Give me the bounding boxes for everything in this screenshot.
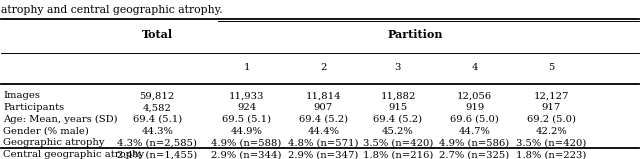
Text: Total: Total — [141, 29, 173, 40]
Text: 11,882: 11,882 — [380, 91, 415, 100]
Text: 2.7% (n=325): 2.7% (n=325) — [440, 150, 509, 159]
Text: 42.2%: 42.2% — [535, 127, 567, 136]
Text: 12,127: 12,127 — [534, 91, 569, 100]
Text: 44.7%: 44.7% — [459, 127, 490, 136]
Text: Central geographic atrophy: Central geographic atrophy — [3, 150, 145, 159]
Text: 2.9% (n=344): 2.9% (n=344) — [211, 150, 282, 159]
Text: 4.3% (n=2,585): 4.3% (n=2,585) — [117, 138, 197, 147]
Text: 59,812: 59,812 — [140, 91, 175, 100]
Text: 69.5 (5.1): 69.5 (5.1) — [222, 115, 271, 124]
Text: 4.9% (n=586): 4.9% (n=586) — [440, 138, 509, 147]
Text: Geographic atrophy: Geographic atrophy — [3, 138, 105, 147]
Text: 44.4%: 44.4% — [307, 127, 339, 136]
Text: 45.2%: 45.2% — [382, 127, 414, 136]
Text: 907: 907 — [314, 103, 333, 112]
Text: 4.8% (n=571): 4.8% (n=571) — [288, 138, 358, 147]
Text: 915: 915 — [388, 103, 408, 112]
Text: 69.4 (5.2): 69.4 (5.2) — [299, 115, 348, 124]
Text: 3.5% (n=420): 3.5% (n=420) — [516, 138, 586, 147]
Text: Age: Mean, years (SD): Age: Mean, years (SD) — [3, 115, 118, 124]
Text: 2: 2 — [320, 63, 326, 72]
Text: Images: Images — [3, 91, 40, 100]
Text: atrophy and central geographic atrophy.: atrophy and central geographic atrophy. — [1, 5, 222, 15]
Text: Participants: Participants — [3, 103, 65, 112]
Text: Gender (% male): Gender (% male) — [3, 127, 89, 136]
Text: Partition: Partition — [387, 29, 443, 40]
Text: 44.3%: 44.3% — [141, 127, 173, 136]
Text: 1.8% (n=216): 1.8% (n=216) — [363, 150, 433, 159]
Text: 69.4 (5.2): 69.4 (5.2) — [373, 115, 422, 124]
Text: 917: 917 — [541, 103, 561, 112]
Text: 5: 5 — [548, 63, 554, 72]
Text: 3: 3 — [395, 63, 401, 72]
Text: 1: 1 — [243, 63, 250, 72]
Text: 924: 924 — [237, 103, 256, 112]
Text: 69.4 (5.1): 69.4 (5.1) — [132, 115, 182, 124]
Text: 2.4% (n=1,455): 2.4% (n=1,455) — [117, 150, 197, 159]
Text: 4.9% (n=588): 4.9% (n=588) — [211, 138, 282, 147]
Text: 44.9%: 44.9% — [230, 127, 262, 136]
Text: 69.2 (5.0): 69.2 (5.0) — [527, 115, 575, 124]
Text: 11,814: 11,814 — [305, 91, 341, 100]
Text: 11,933: 11,933 — [229, 91, 264, 100]
Text: 1.8% (n=223): 1.8% (n=223) — [516, 150, 586, 159]
Text: 3.5% (n=420): 3.5% (n=420) — [363, 138, 433, 147]
Text: 12,056: 12,056 — [457, 91, 492, 100]
Text: 69.6 (5.0): 69.6 (5.0) — [450, 115, 499, 124]
Text: 2.9% (n=347): 2.9% (n=347) — [288, 150, 358, 159]
Text: 4: 4 — [471, 63, 478, 72]
Text: 4,582: 4,582 — [143, 103, 172, 112]
Text: 919: 919 — [465, 103, 484, 112]
